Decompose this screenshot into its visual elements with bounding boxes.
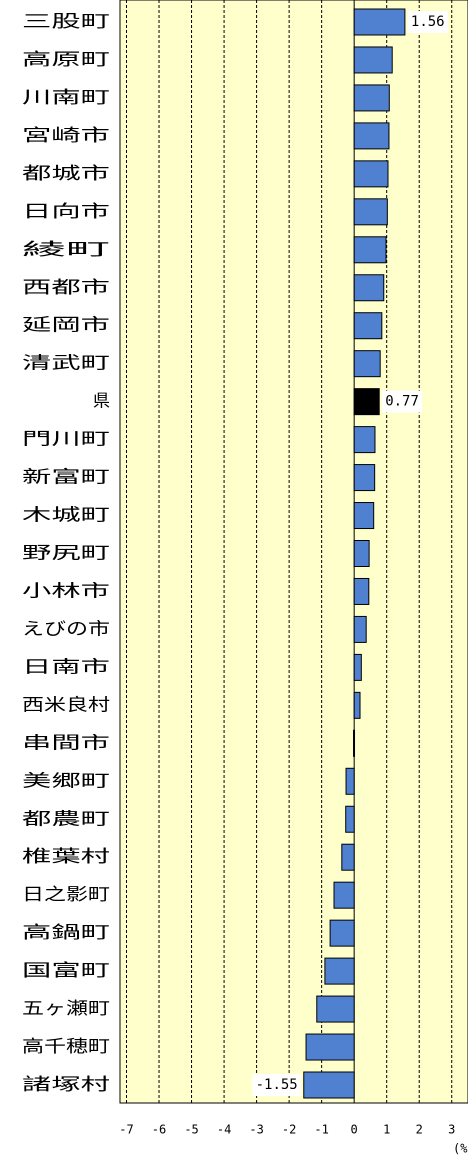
value-label: 0.77 [385,394,419,410]
y-tick-label: 国富町 [22,961,110,981]
x-tick-label: 0 [351,1123,358,1137]
value-label-bg [382,390,423,413]
bar [329,919,355,947]
bar [353,388,380,416]
bar [353,615,367,643]
bar [353,122,390,150]
y-tick-label: 高鍋町 [22,923,110,943]
bar [353,274,385,302]
bar [345,767,355,795]
plot-area [119,0,468,1104]
y-tick-label: 門川町 [22,430,110,450]
value-label-bg [252,1074,301,1096]
bar [353,464,376,492]
y-tick-label: 日之影町 [22,885,110,905]
y-tick-label: 川南町 [22,88,110,108]
y-tick-label: 都農町 [22,809,110,829]
x-tick-label: -5 [184,1123,198,1137]
bar [353,160,389,188]
bar [341,843,355,871]
y-tick-label: 串間市 [22,733,110,753]
y-tick-label: 三股町 [22,12,110,32]
x-tick-label: -2 [282,1123,296,1137]
x-axis-label: (%) [453,1142,468,1156]
y-tick-label: 都城市 [22,164,110,184]
y-tick-label: 綾町 [22,240,110,260]
y-tick-label: 新富町 [22,468,110,488]
bar [333,881,355,909]
value-label: -1.55 [256,1077,298,1093]
bar [353,84,390,112]
value-label-bg [407,11,448,33]
y-tick-label: 高原町 [22,50,110,70]
x-tick-label: -1 [314,1123,328,1137]
bar [345,805,355,833]
y-tick-label: 清武町 [22,354,110,374]
y-tick-label: 美郷町 [22,771,110,791]
y-tick-label: 日南市 [22,657,110,677]
value-label: 1.56 [411,14,445,30]
y-tick-label: 西米良村 [22,695,110,715]
x-tick-label: -7 [119,1123,133,1137]
bar [324,957,355,985]
y-tick-label: 宮崎市 [22,126,110,146]
y-tick-label: 高千穂町 [22,1037,110,1057]
x-tick-label: -4 [217,1123,231,1137]
bar [353,426,376,454]
bar [353,8,406,36]
y-tick-label: 諸塚村 [22,1075,110,1095]
y-tick-label: えびの市 [22,619,110,639]
x-tick-label: 2 [416,1123,423,1137]
y-tick-label: 県 [93,392,110,412]
bar [353,729,356,757]
bar [353,502,375,530]
bar [353,577,370,605]
y-tick-label: 小林市 [22,581,110,601]
bar [353,540,370,567]
bar [353,46,393,74]
y-tick-label: 日向市 [22,202,110,222]
bar [316,995,355,1023]
x-tick-label: -3 [249,1123,263,1137]
bar [353,312,383,340]
y-tick-label: 野尻町 [22,544,110,564]
bar [353,236,387,264]
bar [305,1033,355,1061]
y-tick-label: 西都市 [22,278,110,298]
y-tick-label: 五ヶ瀬町 [22,999,110,1019]
x-tick-label: -6 [152,1123,166,1137]
bar [353,691,361,719]
y-tick-label: 木城町 [22,506,110,526]
bar [353,198,388,226]
x-tick-label: 3 [448,1123,455,1137]
y-tick-label: 椎葉村 [22,847,110,867]
x-tick-label: 1 [383,1123,390,1137]
y-tick-label: 延岡市 [22,316,110,336]
bar [353,653,362,681]
bar [353,350,381,378]
bar [303,1071,355,1099]
